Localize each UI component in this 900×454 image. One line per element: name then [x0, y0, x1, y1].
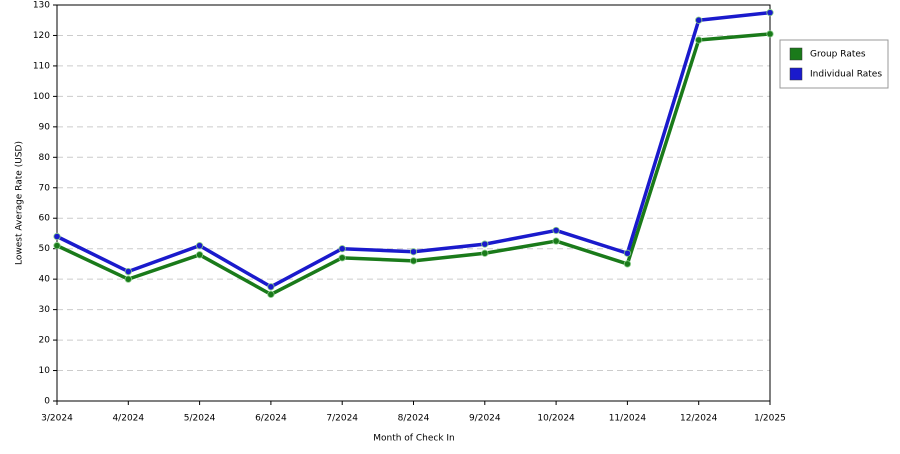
x-tick-label: 3/2024	[41, 414, 73, 424]
x-tick-label: 7/2024	[326, 414, 358, 424]
x-tick-label: 12/2024	[680, 414, 718, 424]
y-tick-label: 120	[33, 31, 50, 41]
data-point	[766, 30, 774, 38]
data-point	[196, 242, 204, 250]
data-point	[124, 275, 132, 283]
y-tick-label: 130	[33, 1, 50, 11]
y-tick-label: 100	[33, 92, 50, 102]
data-point	[267, 283, 275, 291]
legend	[779, 39, 889, 89]
x-tick-label: 8/2024	[398, 414, 430, 424]
data-point	[552, 237, 560, 245]
y-tick-label: 10	[39, 366, 51, 376]
data-point	[552, 226, 560, 235]
data-point	[623, 249, 632, 257]
data-point	[695, 36, 703, 44]
legend-label: Group Rates	[810, 50, 866, 60]
data-point	[124, 267, 132, 276]
data-point	[409, 257, 418, 265]
data-point	[481, 240, 489, 248]
plot-frame	[56, 4, 771, 402]
y-tick-label: 50	[39, 244, 51, 254]
y-tick-label: 90	[39, 122, 51, 132]
y-tick-label: 110	[33, 61, 50, 71]
data-point	[695, 16, 703, 24]
data-point	[196, 251, 204, 259]
legend-swatch	[789, 67, 803, 81]
data-point	[267, 290, 275, 298]
data-point	[53, 242, 61, 250]
x-tick-label: 10/2024	[537, 414, 575, 424]
y-tick-label: 40	[39, 275, 51, 285]
x-tick-label: 6/2024	[255, 414, 287, 424]
data-point	[338, 254, 346, 262]
x-tick-label: 4/2024	[112, 414, 144, 424]
y-tick-label: 70	[39, 183, 51, 193]
data-point	[766, 9, 774, 17]
legend-swatch	[789, 47, 803, 61]
y-tick-label: 30	[39, 305, 51, 315]
x-tick-label: 11/2024	[609, 414, 647, 424]
x-tick-label: 1/2025	[754, 414, 786, 424]
data-point	[481, 249, 489, 257]
data-point	[409, 248, 418, 256]
x-tick-label: 9/2024	[469, 414, 501, 424]
y-tick-label: 20	[39, 336, 51, 346]
data-point	[338, 245, 346, 253]
x-tick-label: 5/2024	[184, 414, 216, 424]
y-tick-label: 0	[44, 397, 50, 407]
y-tick-label: 80	[39, 153, 51, 163]
data-point	[53, 232, 61, 241]
legend-label: Individual Rates	[810, 70, 882, 80]
x-axis-label: Month of Check In	[373, 434, 455, 444]
y-tick-label: 60	[39, 214, 51, 224]
y-axis-label: Lowest Average Rate (USD)	[15, 141, 25, 265]
data-point	[623, 260, 632, 268]
